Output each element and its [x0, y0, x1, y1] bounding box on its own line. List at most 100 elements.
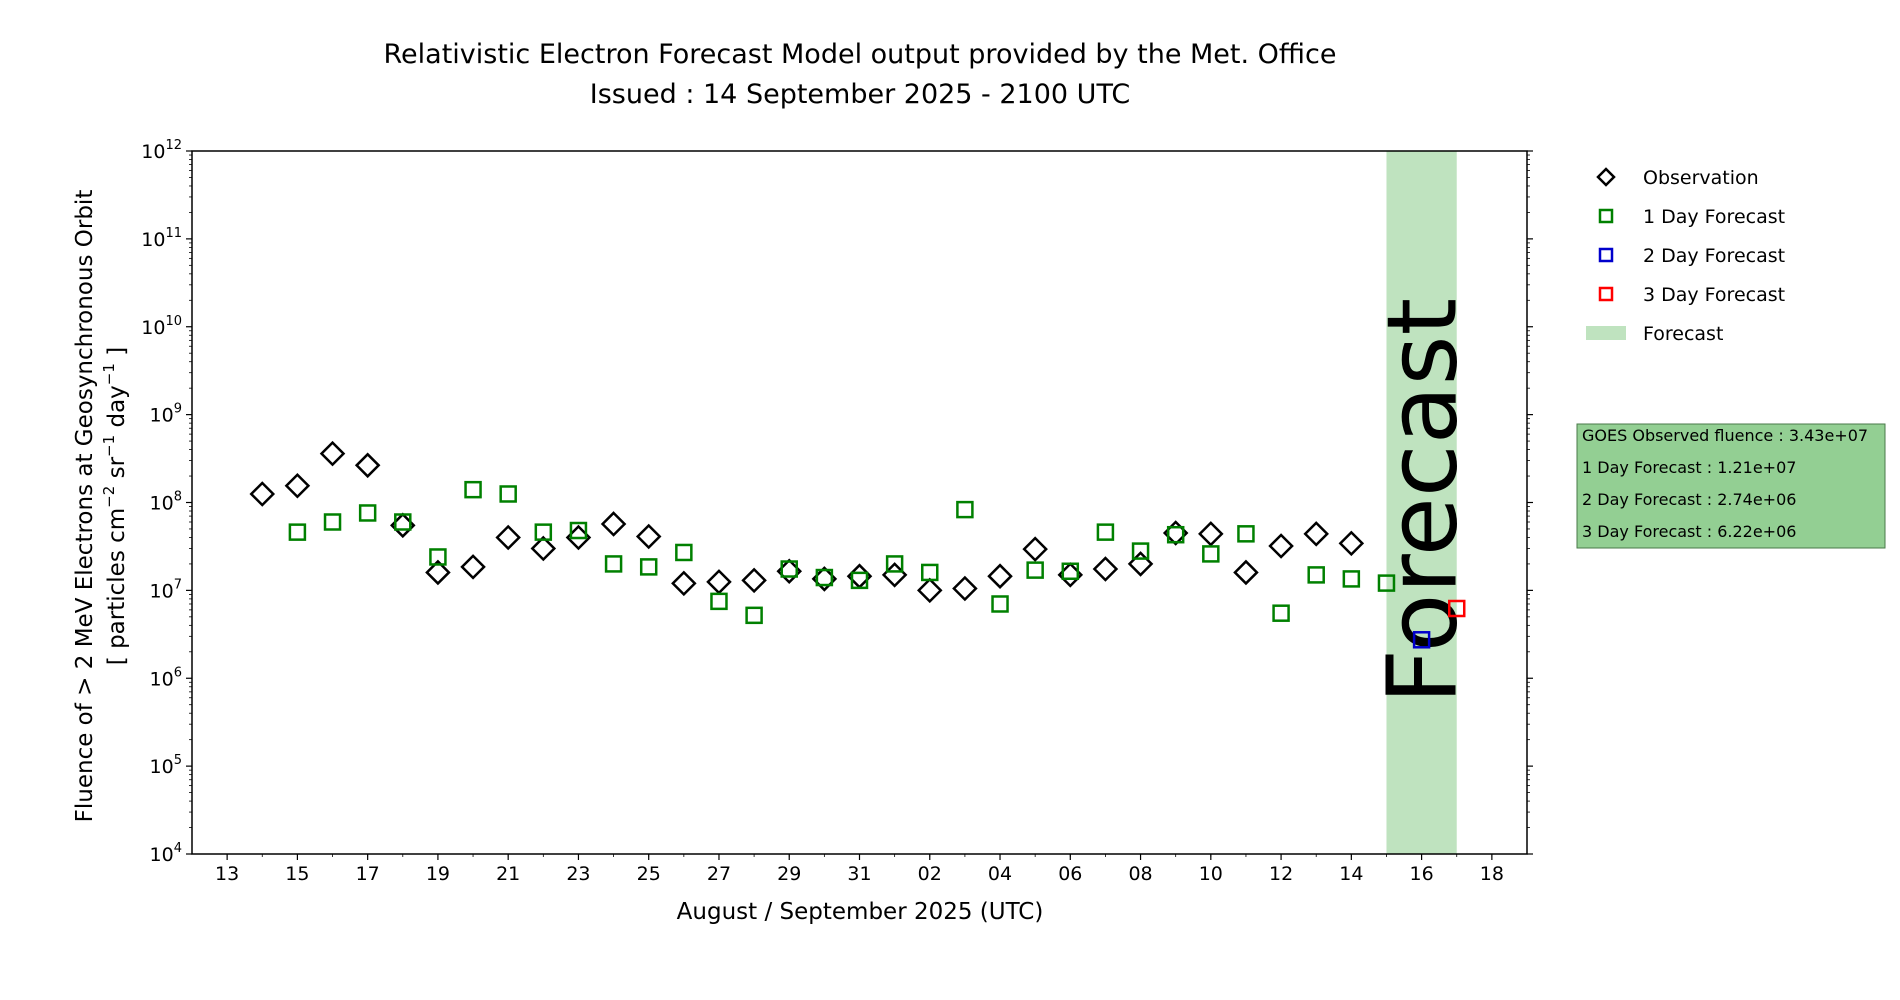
- legend: Observation 1 Day Forecast 2 Day Forecast 3…: [1586, 167, 1785, 345]
- 1-day-forecast-point: [1026, 561, 1044, 579]
- 1-day-forecast-point: [323, 513, 342, 531]
- legend-forecast-label: Forecast: [1643, 323, 1723, 345]
- forecast-band: [1386, 151, 1457, 854]
- observation-point: [249, 481, 276, 507]
- legend-2-day-forecast-marker: [1598, 247, 1614, 263]
- observation-point: [460, 554, 486, 580]
- y-axis-ticks: 104 105 106 107 108 109 1010 1011 1012: [141, 138, 1533, 866]
- 1-day-forecast-point: [1061, 562, 1080, 581]
- 1-day-forecast-point: [745, 606, 763, 625]
- 1-day-forecast-point: [885, 555, 904, 573]
- legend-1-day-forecast-marker: [1598, 208, 1614, 224]
- x-tick-label: 10: [1199, 863, 1223, 885]
- x-axis-label: August / September 2025 (UTC): [677, 899, 1044, 925]
- 3-day-forecast-point: [1447, 599, 1466, 618]
- 2-day-forecast-point: [1412, 631, 1431, 649]
- observation-point: [1198, 521, 1224, 547]
- 1-day-forecast-point: [1272, 604, 1290, 622]
- observation-point: [1303, 521, 1329, 547]
- observation-point: [600, 511, 627, 537]
- legend-observation-label: Observation: [1643, 167, 1759, 189]
- 1-day-forecast-point: [815, 568, 834, 587]
- 1-day-forecast-point: [1131, 542, 1150, 560]
- observation-point: [952, 575, 978, 602]
- info-2day-forecast: 2 Day Forecast : 2.74e+06: [1582, 490, 1796, 509]
- observation-point: [319, 440, 346, 467]
- 1-day-forecast-point: [464, 480, 482, 499]
- info-box: GOES Observed fluence : 3.43e+07 1 Day F…: [1576, 423, 1886, 549]
- y-label-part-d: ]: [104, 347, 130, 363]
- x-tick-label: 19: [426, 863, 450, 885]
- 1-day-forecast-point: [499, 485, 517, 503]
- y-tick-label: 105: [150, 753, 182, 778]
- x-tick-label: 23: [566, 863, 590, 885]
- plot-frame: [191, 150, 1528, 855]
- observation-point: [354, 452, 381, 479]
- info-box-background: [1576, 423, 1886, 549]
- y-tick-label: 108: [150, 490, 182, 515]
- 1-day-forecast-point: [1342, 570, 1361, 588]
- chart-subtitle: Issued : 14 September 2025 - 2100 UTC: [590, 79, 1130, 110]
- legend-1-day-forecast-label: 1 Day Forecast: [1643, 206, 1785, 228]
- y-tick-label: 1010: [141, 314, 182, 339]
- forecast-band-group: Forecast: [1367, 151, 1479, 854]
- observation-point: [530, 535, 557, 562]
- forecast-band-label: Forecast: [1367, 298, 1479, 704]
- y-tick-label: 104: [150, 841, 182, 866]
- 1-day-forecast-point: [921, 563, 939, 582]
- 1-day-forecast-point: [710, 592, 728, 611]
- observation-point: [1022, 536, 1048, 562]
- y-tick-label: 107: [150, 577, 182, 602]
- 1-day-forecast-point: [780, 560, 798, 578]
- 1-day-forecast-point: [1166, 525, 1185, 544]
- x-tick-label: 29: [777, 863, 801, 885]
- y-axis-label-group: Fluence of > 2 MeV Electrons at Geosynch…: [72, 190, 98, 823]
- legend-2-day-forecast-label: 2 Day Forecast: [1643, 245, 1785, 267]
- x-tick-label: 14: [1339, 863, 1363, 885]
- 1-day-forecast-point: [1096, 523, 1115, 541]
- info-3day-forecast: 3 Day Forecast : 6.22e+06: [1582, 522, 1796, 541]
- x-tick-label: 04: [988, 863, 1012, 885]
- y-axis-label-line2: [ particles cm−2 sr−1 day−1 ]: [100, 347, 130, 665]
- y-axis-label-line1: Fluence of > 2 MeV Electrons at Geosynch…: [72, 190, 98, 823]
- observation-point: [741, 567, 767, 594]
- y-label-sup-b: −1: [100, 435, 118, 457]
- 1-day-forecast-point: [429, 548, 447, 566]
- 1-day-forecast-point: [991, 595, 1009, 613]
- legend-forecast-marker: [1586, 326, 1626, 340]
- observation-point: [1127, 551, 1154, 577]
- 1-day-forecast-point: [288, 523, 307, 541]
- x-tick-label: 27: [707, 863, 731, 885]
- y-label-sup-c: −1: [100, 363, 118, 385]
- info-goes-observed: GOES Observed fluence : 3.43e+07: [1582, 426, 1868, 445]
- observation-point: [987, 563, 1013, 589]
- chart-title: Relativistic Electron Forecast Model out…: [384, 39, 1337, 70]
- x-tick-label: 02: [918, 863, 942, 885]
- 1-day-forecast-point: [1237, 525, 1255, 543]
- y-label-part-c: day: [104, 385, 130, 435]
- observation-point: [706, 569, 732, 595]
- 1-day-forecast-point: [1307, 566, 1325, 584]
- 1-day-forecast-point: [850, 571, 869, 590]
- observation-point: [671, 570, 697, 597]
- observation-point: [284, 473, 311, 499]
- observation-point: [916, 577, 943, 604]
- observation-point: [425, 559, 451, 586]
- y-label-part-a: [ particles cm: [104, 508, 130, 665]
- observation-point: [495, 524, 521, 551]
- x-tick-label: 12: [1269, 863, 1293, 885]
- y-tick-label: 1011: [141, 226, 182, 251]
- 1-day-forecast-point: [675, 543, 693, 562]
- 1-day-forecast-point: [956, 500, 974, 519]
- x-tick-label: 06: [1058, 863, 1082, 885]
- 1-day-forecast-point: [358, 504, 377, 522]
- x-axis-ticks: 13 15 17 19 21 23 25 27 29 31 02 04 06 08 10 12 14 16 18: [215, 854, 1504, 885]
- 1-day-forecast-point: [569, 521, 588, 540]
- x-tick-label: 25: [637, 863, 661, 885]
- x-tick-label: 13: [215, 863, 239, 885]
- observation-point: [1233, 559, 1259, 586]
- y-tick-label: 109: [150, 402, 182, 427]
- 1-day-forecast-point: [394, 513, 412, 531]
- x-tick-label: 31: [847, 863, 871, 885]
- y-label-part-b: sr: [104, 456, 130, 485]
